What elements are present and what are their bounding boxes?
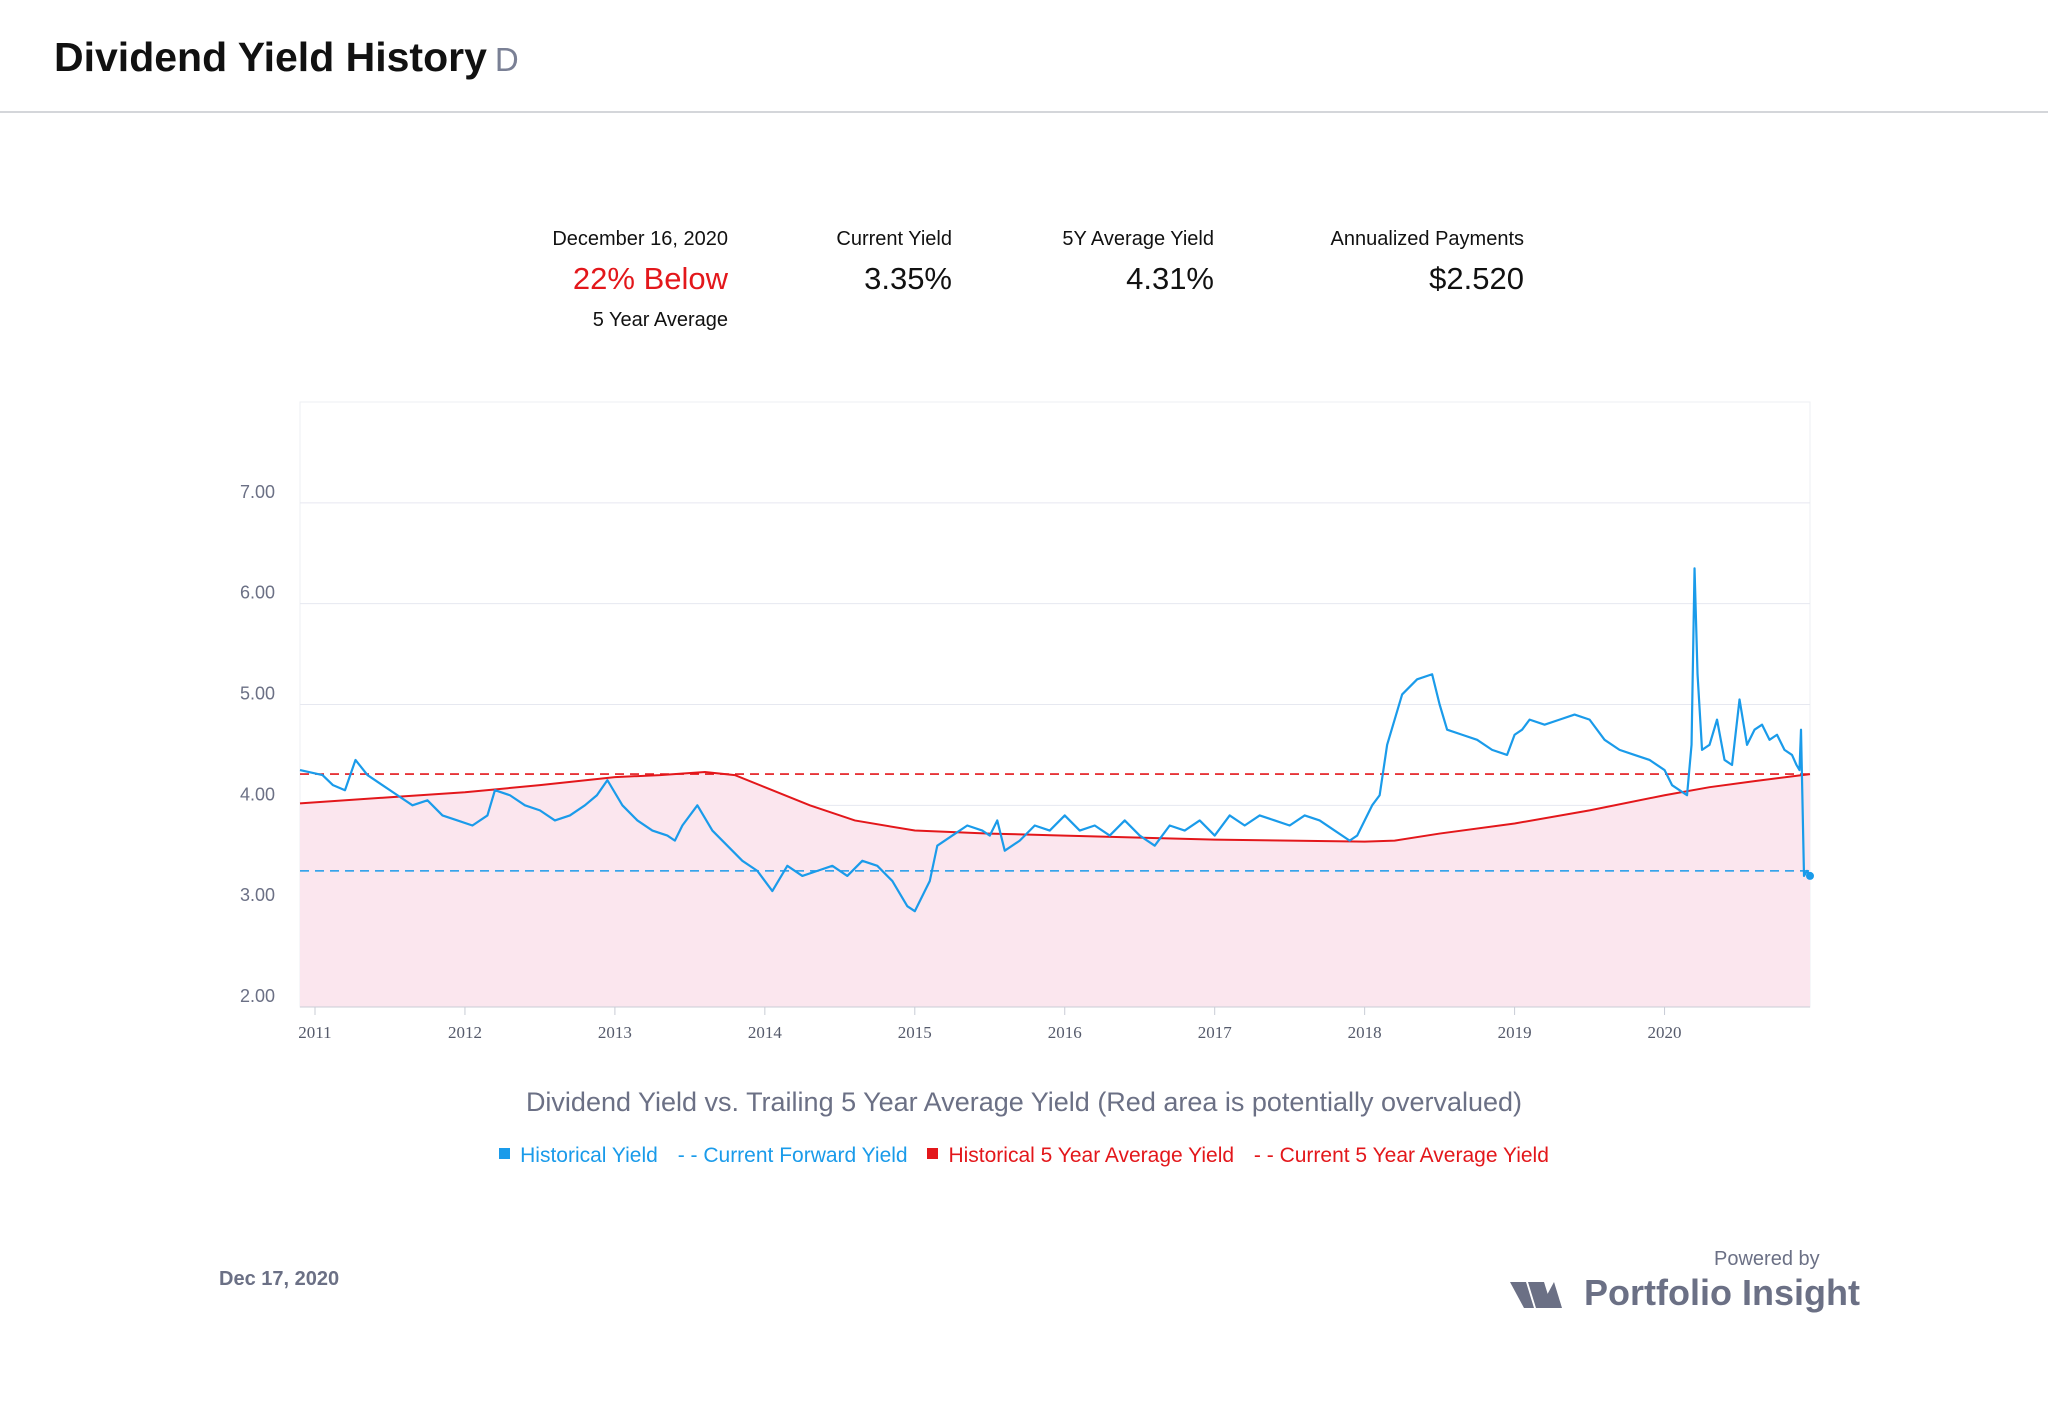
legend-square-icon — [927, 1147, 939, 1159]
historical-yield-line — [299, 567, 1811, 913]
stat-current-yield-value: 3.35% — [864, 261, 952, 296]
stat-average-yield: 5Y Average Yield 4.31% — [1062, 228, 1214, 297]
x-tick-label: 2012 — [448, 1023, 482, 1042]
x-tick-label: 2016 — [1048, 1023, 1082, 1042]
chart-caption: Dividend Yield vs. Trailing 5 Year Avera… — [525, 1087, 1523, 1117]
stat-payments-label: Annualized Payments — [1330, 228, 1524, 250]
stat-current-yield: Current Yield 3.35% — [836, 228, 952, 297]
stat-average-yield-label: 5Y Average Yield — [1062, 228, 1214, 250]
x-tick-label: 2015 — [898, 1023, 932, 1042]
x-tick-label: 2014 — [748, 1023, 783, 1042]
yield-chart: 2.00 3.00 4.00 5.00 6.00 7.00 2011 2012 2013 2014… — [240, 401, 1814, 1042]
stat-payments-value: $2.520 — [1429, 261, 1524, 296]
page-title: Dividend Yield History D — [54, 34, 519, 81]
stat-average-yield-value: 4.31% — [1126, 261, 1214, 296]
stat-date-label: December 16, 2020 — [552, 228, 728, 250]
legend-label: - - Current 5 Year Average Yield — [1253, 1144, 1549, 1167]
legend-historical-yield[interactable]: Historical Yield — [499, 1144, 658, 1167]
page-header: Dividend Yield History D — [0, 0, 2048, 113]
legend-current-forward-yield[interactable]: - - Current Forward Yield — [678, 1144, 908, 1167]
x-tick-label: 2013 — [598, 1023, 632, 1042]
stat-valuation-value: 22% Below — [572, 261, 728, 296]
y-tick-label: 3.00 — [240, 885, 275, 905]
overvalued-area — [300, 772, 1810, 1007]
powered-by-label: Powered by — [1714, 1248, 1820, 1270]
stat-valuation: December 16, 2020 22% Below 5 Year Avera… — [552, 228, 728, 332]
legend-label: - - Current Forward Yield — [677, 1144, 908, 1167]
x-tick-label: 2017 — [1198, 1023, 1233, 1042]
legend-label: Historical Yield — [520, 1144, 658, 1167]
ticker-symbol: D — [494, 41, 519, 78]
brand-name: Portfolio Insight — [1584, 1272, 1860, 1313]
y-tick-label: 4.00 — [240, 784, 275, 804]
chart-legend: Historical Yield - - Current Forward Yie… — [0, 1144, 2048, 1168]
stat-valuation-sub: 5 Year Average — [592, 309, 728, 331]
legend-historical-average[interactable]: Historical 5 Year Average Yield — [927, 1144, 1234, 1167]
x-tick-label: 2019 — [1498, 1023, 1532, 1042]
y-tick-label: 5.00 — [240, 684, 275, 704]
y-tick-label: 6.00 — [240, 583, 275, 603]
y-tick-label: 2.00 — [240, 986, 275, 1006]
portfolio-insight-logo-icon — [1510, 1282, 1562, 1308]
y-tick-label: 7.00 — [240, 482, 275, 502]
last-point-marker — [1806, 871, 1814, 880]
x-tick-label: 2011 — [298, 1023, 331, 1042]
legend-label: Historical 5 Year Average Yield — [948, 1144, 1235, 1167]
legend-square-icon — [499, 1147, 511, 1159]
footer-date: Dec 17, 2020 — [219, 1268, 340, 1290]
legend-current-average[interactable]: - - Current 5 Year Average Yield — [1254, 1144, 1549, 1167]
title-text: Dividend Yield History — [54, 34, 487, 80]
x-tick-label: 2018 — [1348, 1023, 1382, 1042]
stat-payments: Annualized Payments $2.520 — [1331, 228, 1524, 297]
stat-current-yield-label: Current Yield — [836, 228, 952, 250]
x-tick-label: 2020 — [1648, 1023, 1682, 1042]
